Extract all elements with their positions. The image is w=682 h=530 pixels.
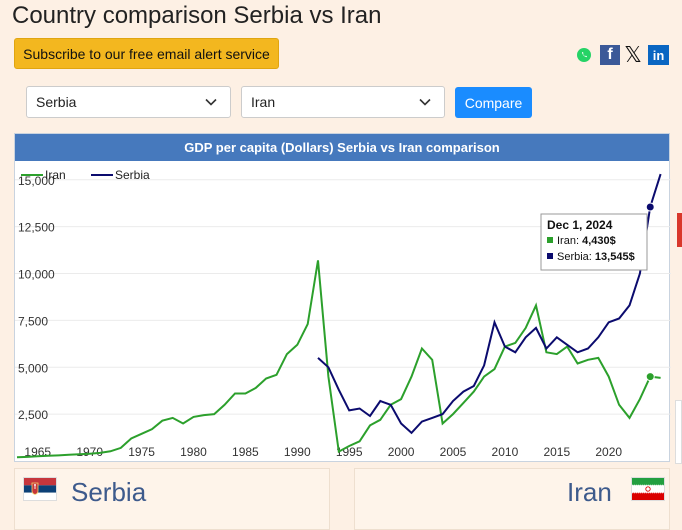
hover-point-serbia: [645, 202, 655, 212]
side-tab[interactable]: [677, 213, 682, 247]
chart-heading: GDP per capita (Dollars) Serbia vs Iran …: [15, 134, 669, 161]
country2-select[interactable]: Iran: [241, 86, 445, 118]
y-tick-label: 5,000: [18, 361, 48, 375]
iran-flag-icon: [631, 477, 665, 501]
x-icon[interactable]: 𝕏: [624, 42, 642, 67]
series-line-iran: [16, 260, 661, 459]
y-tick-label: 7,500: [18, 314, 48, 328]
gdp-chart: GDP per capita (Dollars) Serbia vs Iran …: [14, 133, 671, 463]
legend-label-iran: Iran: [45, 168, 66, 182]
y-tick-label: 12,500: [18, 221, 55, 235]
iran-card-name: Iran: [567, 477, 612, 507]
page-title: Country comparison Serbia vs Iran: [12, 2, 382, 29]
serbia-card-name: Serbia: [71, 477, 147, 507]
x-tick-label: 1980: [180, 445, 207, 459]
legend-label-serbia: Serbia: [115, 168, 150, 182]
whatsapp-icon[interactable]: [576, 45, 592, 65]
tooltip-iran: Iran: 4,430$: [557, 235, 616, 247]
tooltip-serbia: Serbia: 13,545$: [557, 251, 635, 263]
compare-button[interactable]: Compare: [455, 87, 532, 118]
x-tick-label: 2020: [595, 445, 622, 459]
chevron-down-icon: [205, 98, 217, 106]
tooltip-box: [540, 213, 648, 271]
iran-card[interactable]: Iran: [354, 468, 670, 530]
tooltip-serbia-swatch: [547, 253, 553, 259]
country1-select[interactable]: Serbia: [26, 86, 231, 118]
country1-value: Serbia: [36, 94, 77, 110]
serbia-flag-icon: [23, 477, 57, 501]
y-tick-label: 2,500: [18, 408, 48, 422]
chevron-down-icon: [419, 98, 431, 106]
tooltip-iran-swatch: [547, 237, 553, 243]
chart-tooltip: Dec 1, 2024 Iran: 4,430$ Serbia: 13,545$: [540, 213, 648, 271]
x-tick-label: 1975: [128, 445, 155, 459]
serbia-card[interactable]: Serbia: [14, 468, 330, 530]
x-tick-label: 1985: [232, 445, 259, 459]
x-tick-label: 2005: [440, 445, 467, 459]
tooltip-date: Dec 1, 2024: [547, 218, 613, 232]
y-tick-label: 15,000: [18, 174, 55, 188]
x-tick-label: 1990: [284, 445, 311, 459]
x-tick-label: 2000: [388, 445, 415, 459]
y-tick-label: 10,000: [18, 268, 55, 282]
country-cards: Serbia Iran: [14, 468, 670, 530]
x-tick-label: 2015: [543, 445, 570, 459]
subscribe-button[interactable]: Subscribe to our free email alert servic…: [14, 38, 279, 69]
x-tick-label: 2010: [492, 445, 519, 459]
hover-point-iran: [645, 372, 655, 382]
x-tick-label: 1970: [76, 445, 103, 459]
side-panel: [675, 400, 682, 464]
series-line-serbia: [317, 173, 662, 435]
linkedin-icon[interactable]: in: [648, 45, 669, 65]
facebook-icon[interactable]: f: [600, 45, 620, 65]
country2-value: Iran: [251, 94, 276, 110]
